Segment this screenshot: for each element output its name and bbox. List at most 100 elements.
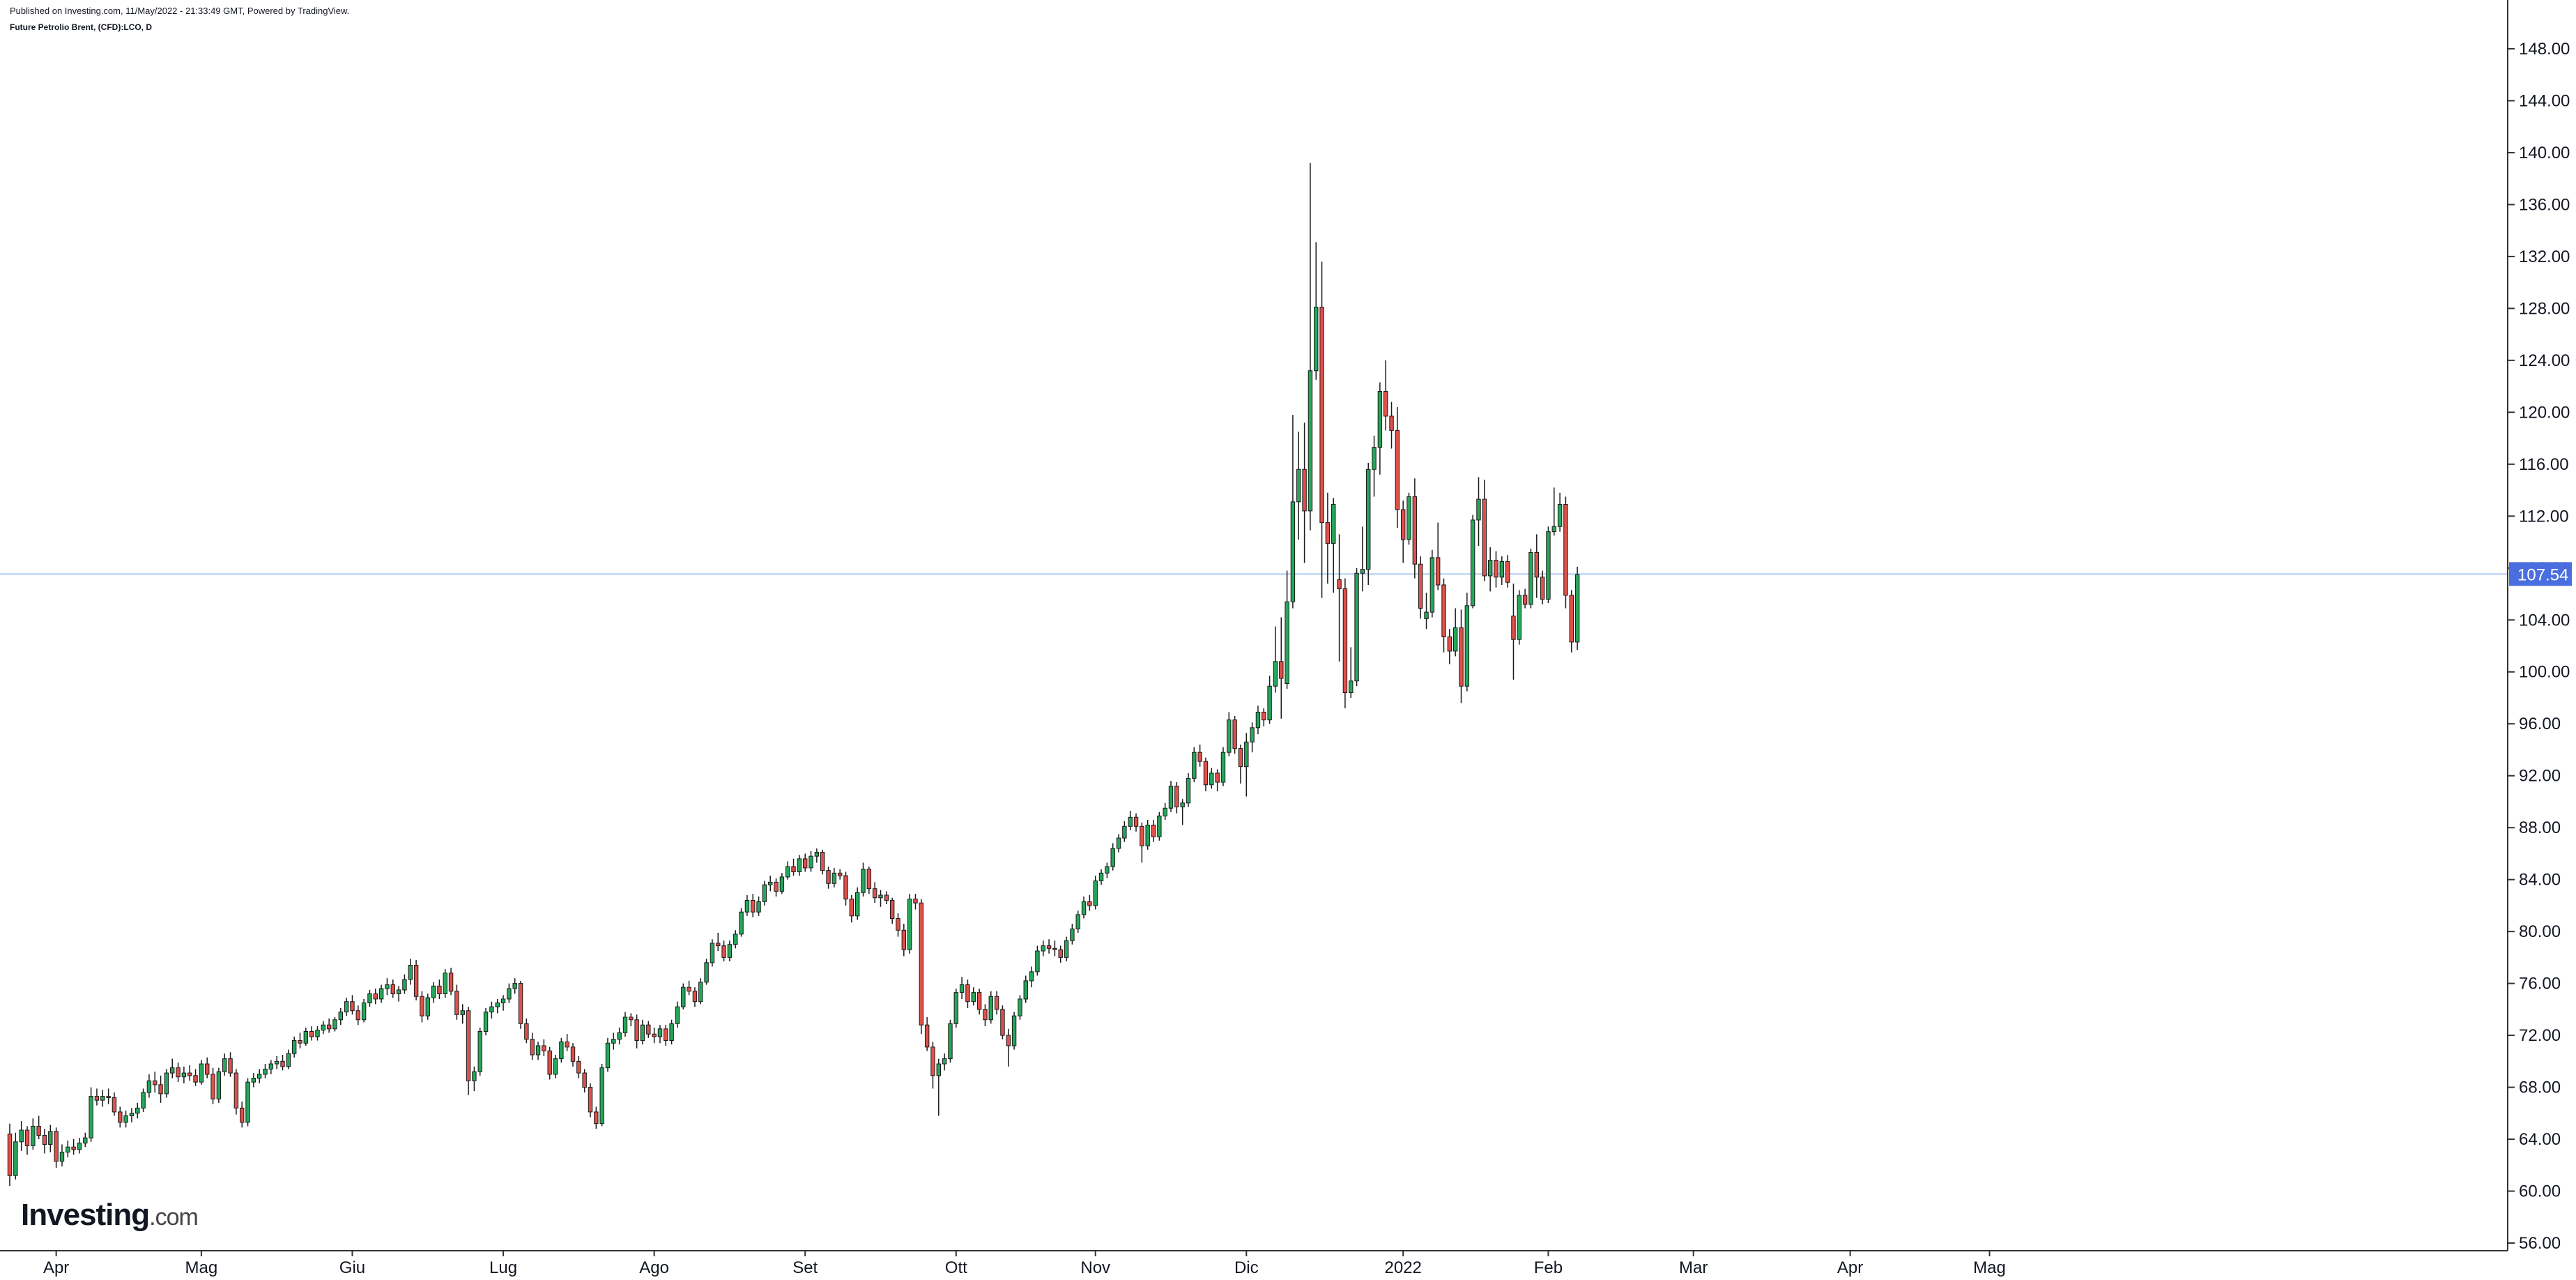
candle[interactable] xyxy=(797,855,802,876)
candle[interactable] xyxy=(48,1125,53,1152)
candle[interactable] xyxy=(716,932,721,952)
candle[interactable] xyxy=(1441,578,1446,653)
candle[interactable] xyxy=(100,1090,105,1107)
candle[interactable] xyxy=(1296,432,1301,540)
candle[interactable] xyxy=(245,1078,250,1127)
candle[interactable] xyxy=(1163,802,1167,821)
candle[interactable] xyxy=(779,873,785,894)
candle[interactable] xyxy=(1528,548,1533,609)
candle[interactable] xyxy=(1215,769,1220,792)
candle[interactable] xyxy=(303,1027,309,1046)
candle[interactable] xyxy=(739,908,744,937)
candle[interactable] xyxy=(994,991,999,1015)
candle[interactable] xyxy=(373,989,378,1005)
candle[interactable] xyxy=(1349,647,1354,698)
candle[interactable] xyxy=(420,991,424,1023)
candle[interactable] xyxy=(1517,590,1522,645)
candle[interactable] xyxy=(884,891,889,905)
candle[interactable] xyxy=(1018,995,1022,1020)
candle[interactable] xyxy=(1157,812,1162,841)
candle[interactable] xyxy=(681,983,686,1009)
candle[interactable] xyxy=(988,991,993,1024)
candle[interactable] xyxy=(1383,360,1388,431)
candle[interactable] xyxy=(13,1132,18,1180)
candle[interactable] xyxy=(634,1014,639,1049)
candle[interactable] xyxy=(280,1055,285,1071)
candle[interactable] xyxy=(500,995,506,1011)
candle[interactable] xyxy=(291,1036,297,1058)
candle[interactable] xyxy=(861,862,866,897)
candle[interactable] xyxy=(413,960,419,1000)
candle[interactable] xyxy=(129,1108,135,1122)
candle[interactable] xyxy=(1279,617,1284,719)
candle[interactable] xyxy=(71,1139,76,1155)
candle[interactable] xyxy=(146,1074,152,1098)
candle[interactable] xyxy=(1401,500,1406,563)
candle[interactable] xyxy=(443,969,447,998)
candle[interactable] xyxy=(1551,487,1556,536)
candle[interactable] xyxy=(721,940,726,961)
candle[interactable] xyxy=(744,894,750,916)
candle[interactable] xyxy=(181,1066,187,1083)
candle[interactable] xyxy=(733,930,738,949)
candle[interactable] xyxy=(948,1019,953,1063)
candle[interactable] xyxy=(425,993,430,1020)
candle[interactable] xyxy=(477,1027,482,1076)
candle[interactable] xyxy=(1006,1028,1011,1067)
candle[interactable] xyxy=(1494,551,1498,588)
candle[interactable] xyxy=(582,1069,587,1093)
candle[interactable] xyxy=(669,1019,674,1045)
candle[interactable] xyxy=(1186,772,1191,807)
candle[interactable] xyxy=(1023,975,1028,1003)
candle[interactable] xyxy=(193,1069,198,1086)
candle[interactable] xyxy=(530,1033,535,1060)
candle[interactable] xyxy=(826,867,831,889)
candle[interactable] xyxy=(611,1033,616,1050)
candle[interactable] xyxy=(605,1037,611,1072)
candle[interactable] xyxy=(153,1072,158,1093)
candle[interactable] xyxy=(1105,862,1110,878)
candle[interactable] xyxy=(820,849,825,875)
candle[interactable] xyxy=(402,974,407,994)
candle[interactable] xyxy=(854,887,860,920)
candle[interactable] xyxy=(24,1126,30,1155)
candle[interactable] xyxy=(936,1058,941,1116)
candle[interactable] xyxy=(1337,534,1342,662)
candle[interactable] xyxy=(1041,940,1045,957)
candle[interactable] xyxy=(437,980,442,999)
candle[interactable] xyxy=(309,1026,314,1041)
candle[interactable] xyxy=(547,1046,552,1080)
candle[interactable] xyxy=(1546,526,1551,604)
candle[interactable] xyxy=(629,1013,634,1027)
candle[interactable] xyxy=(123,1111,128,1128)
candle[interactable] xyxy=(1081,896,1087,919)
candle[interactable] xyxy=(1377,382,1383,475)
candle[interactable] xyxy=(640,1019,645,1045)
candle[interactable] xyxy=(727,940,733,961)
candle[interactable] xyxy=(222,1053,227,1076)
candle[interactable] xyxy=(199,1060,204,1085)
candle[interactable] xyxy=(1180,799,1185,825)
candle[interactable] xyxy=(396,986,401,1002)
candle[interactable] xyxy=(1209,768,1214,789)
candle[interactable] xyxy=(1511,584,1516,680)
candle[interactable] xyxy=(1133,813,1139,832)
candle[interactable] xyxy=(542,1039,546,1056)
candle[interactable] xyxy=(66,1140,70,1158)
candle[interactable] xyxy=(472,1066,477,1092)
candle[interactable] xyxy=(617,1027,622,1045)
candle[interactable] xyxy=(321,1021,326,1035)
candle[interactable] xyxy=(1029,966,1034,988)
candle[interactable] xyxy=(559,1037,564,1063)
candle[interactable] xyxy=(570,1043,576,1067)
candle[interactable] xyxy=(1064,936,1069,961)
candle[interactable] xyxy=(94,1088,100,1106)
candle[interactable] xyxy=(535,1042,541,1060)
candle[interactable] xyxy=(205,1057,210,1079)
candle[interactable] xyxy=(158,1075,163,1103)
candle[interactable] xyxy=(1098,869,1104,885)
candle[interactable] xyxy=(524,1018,529,1044)
candle[interactable] xyxy=(315,1026,320,1041)
candle[interactable] xyxy=(965,980,970,1008)
candle[interactable] xyxy=(837,869,843,880)
